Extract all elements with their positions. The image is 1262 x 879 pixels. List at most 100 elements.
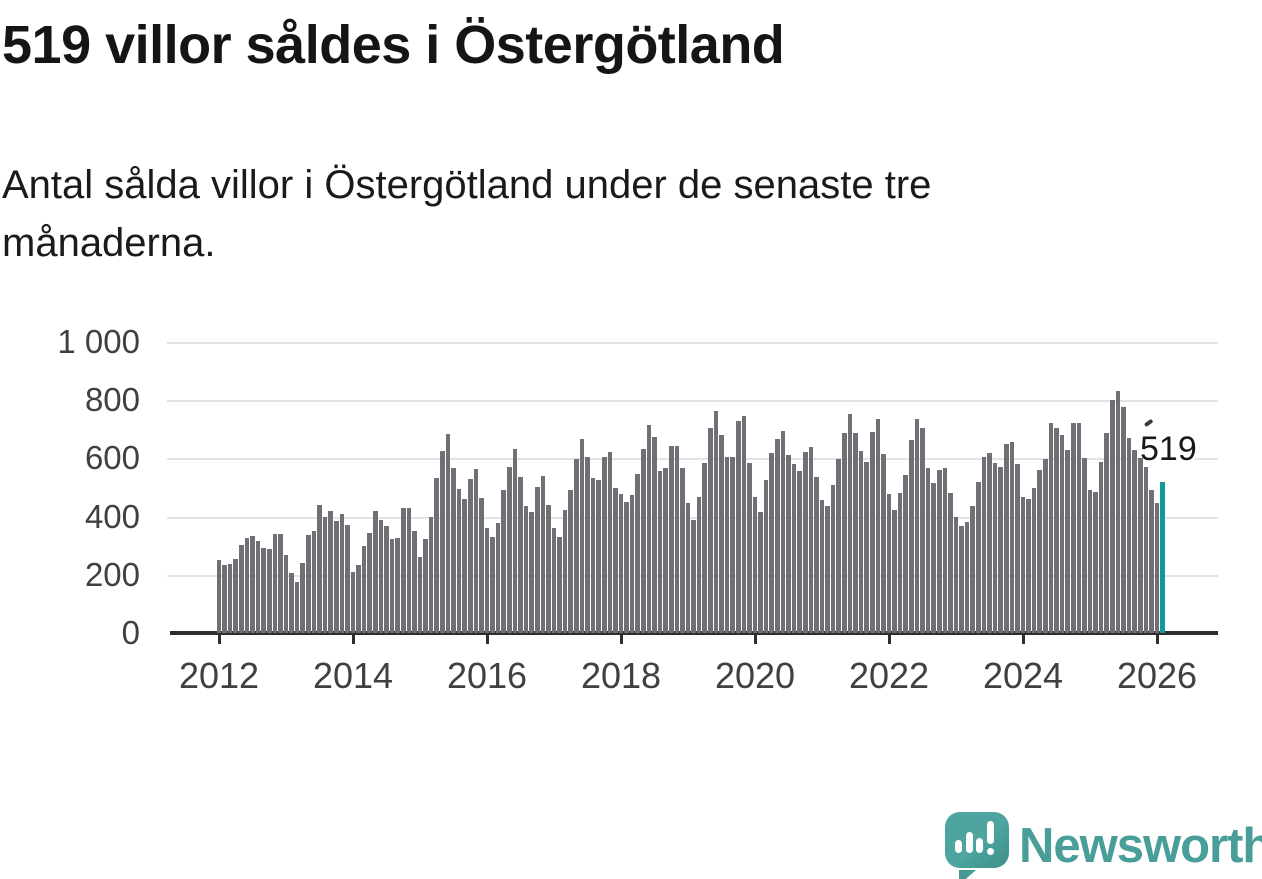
bar [1098, 462, 1104, 633]
bar [825, 506, 830, 633]
bar [440, 451, 445, 633]
bar [875, 419, 881, 633]
bar [289, 573, 294, 633]
bar [395, 538, 400, 633]
bar [936, 470, 942, 633]
bar [1048, 423, 1054, 633]
bar [1082, 458, 1087, 633]
bar [858, 451, 864, 633]
bar [322, 517, 328, 633]
bar [272, 534, 278, 633]
y-tick-label: 600 [84, 439, 140, 477]
bar [250, 536, 255, 633]
logo-exclamation-dot-icon [987, 848, 994, 855]
x-tick-mark [1021, 635, 1025, 644]
bar [652, 437, 657, 633]
bar [311, 531, 317, 633]
y-tick-label: 400 [84, 497, 140, 535]
bar [914, 419, 920, 633]
bar [451, 468, 456, 633]
bar [378, 520, 384, 633]
bar [842, 433, 847, 633]
bar [892, 510, 897, 633]
bar [903, 475, 909, 633]
bar [456, 489, 462, 633]
bar [713, 411, 719, 633]
bar [495, 523, 501, 633]
bar [557, 537, 562, 633]
bar [1149, 490, 1154, 633]
bar [641, 449, 646, 633]
bar [339, 514, 345, 633]
bar [836, 459, 842, 633]
bar [886, 494, 892, 633]
bar [384, 526, 389, 633]
bar [786, 455, 791, 633]
logo-wordmark: Newsworthy [1019, 819, 1262, 873]
bar [350, 572, 356, 633]
bar [635, 474, 641, 633]
bar [1115, 391, 1121, 633]
x-axis-line [170, 631, 1218, 635]
bar [674, 446, 680, 633]
bar [992, 463, 998, 633]
bar [730, 457, 735, 633]
x-tick-label: 2018 [580, 655, 662, 696]
bar [216, 560, 222, 633]
bar [775, 439, 780, 633]
y-tick-label: 800 [84, 381, 140, 419]
bar [696, 497, 702, 633]
bar [294, 582, 300, 633]
bar [361, 546, 367, 633]
x-tick-mark [1155, 635, 1159, 644]
bar [1026, 499, 1031, 633]
bar [1009, 442, 1015, 633]
bar [568, 490, 574, 633]
bar [1137, 458, 1143, 633]
bar [300, 563, 306, 633]
bar [931, 483, 936, 633]
bar [356, 565, 361, 633]
bar [507, 467, 512, 633]
x-tick-label: 2014 [312, 655, 394, 696]
bar [345, 525, 350, 633]
bar [1065, 450, 1070, 633]
subtitle-line-2: månaderna. [2, 221, 216, 265]
page-title: 519 villor såldes i Östergötland [2, 15, 785, 75]
x-tick-mark [217, 635, 221, 644]
bar [747, 463, 752, 633]
bar [512, 449, 518, 633]
bar [484, 528, 490, 633]
bar [473, 469, 479, 633]
bar [523, 506, 529, 633]
bar [864, 462, 869, 633]
bar [646, 425, 652, 633]
bar [719, 435, 724, 633]
logo-exclamation-icon [987, 821, 994, 844]
bar [970, 506, 976, 633]
bar [389, 539, 395, 633]
bar [920, 428, 925, 633]
x-tick-mark [887, 635, 891, 644]
x-tick-mark [485, 635, 489, 644]
bar [406, 508, 412, 633]
bar [1031, 488, 1037, 633]
bar [540, 476, 546, 633]
bar [467, 479, 473, 633]
x-tick-label: 2024 [982, 655, 1064, 696]
gridline [167, 342, 1218, 344]
bar [987, 453, 992, 633]
bar [769, 453, 775, 633]
bar [819, 500, 825, 633]
bar [551, 528, 557, 633]
bar [306, 535, 311, 633]
bar [562, 510, 568, 633]
bar [881, 454, 886, 633]
bar [462, 499, 467, 633]
bar [1043, 459, 1048, 633]
y-tick-label: 1 000 [57, 323, 140, 360]
y-tick-label: 0 [121, 614, 140, 651]
bar [546, 505, 551, 633]
bar [490, 537, 495, 633]
